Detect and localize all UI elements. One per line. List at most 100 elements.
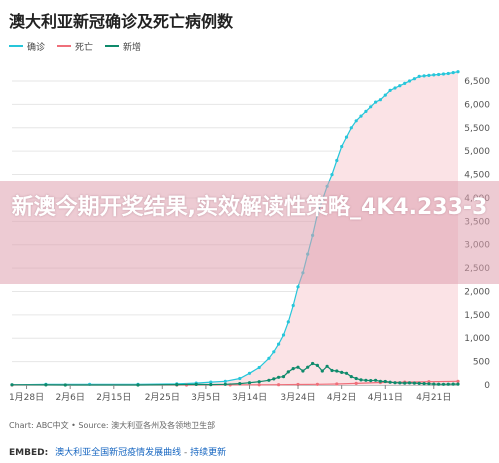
point-confirmed — [330, 173, 334, 177]
embed-label: EMBED: — [9, 448, 49, 458]
chart-source: Chart: ABC中文 • Source: 澳大利亚各州及各领地卫生部 — [9, 421, 216, 430]
y-tick-label: 1,000 — [464, 334, 490, 344]
x-tick-label: 4月21日 — [416, 392, 451, 403]
y-tick-label: 5,000 — [464, 147, 490, 157]
point-deaths — [354, 381, 358, 385]
point-confirmed — [403, 81, 407, 85]
point-new — [393, 381, 397, 385]
point-confirmed — [223, 379, 227, 383]
legend-swatch-confirmed — [9, 45, 23, 47]
point-confirmed — [378, 98, 382, 102]
point-confirmed — [422, 74, 426, 78]
point-new — [359, 378, 363, 382]
point-new — [441, 382, 446, 386]
embed-bar: EMBED: 澳大利亚全国新冠疫情发展曲线 - 持续更新 — [9, 445, 226, 458]
point-confirmed — [412, 77, 416, 81]
point-new — [344, 371, 349, 375]
point-confirmed — [209, 380, 213, 384]
y-tick-label: 500 — [473, 358, 490, 368]
point-new — [364, 378, 368, 382]
point-new — [437, 382, 441, 386]
x-tick-label: 3月24日 — [280, 392, 315, 403]
point-confirmed — [247, 371, 252, 375]
embed-suffix-link[interactable]: 持续更新 — [190, 448, 227, 458]
y-tick-label: 5,500 — [464, 124, 490, 134]
x-tick-label: 4月11日 — [368, 392, 403, 403]
point-new — [451, 382, 455, 386]
point-confirmed — [340, 144, 344, 149]
point-confirmed — [267, 356, 271, 360]
point-confirmed — [407, 79, 412, 83]
point-new — [349, 375, 353, 379]
point-new — [369, 379, 373, 383]
point-new — [136, 383, 140, 387]
point-new — [194, 382, 198, 386]
point-new — [330, 368, 334, 373]
point-new — [354, 376, 358, 381]
point-new — [63, 383, 67, 387]
legend-item-confirmed[interactable]: 确诊 — [9, 40, 45, 53]
point-new — [325, 364, 329, 368]
point-confirmed — [238, 376, 242, 381]
point-confirmed — [344, 135, 349, 139]
x-tick-label: 2月25日 — [145, 392, 180, 403]
legend-item-deaths[interactable]: 死亡 — [57, 40, 93, 53]
embed-separator: - — [183, 448, 191, 458]
point-new — [311, 361, 315, 366]
point-new — [383, 379, 387, 384]
embed-link[interactable]: 澳大利亚全国新冠疫情发展曲线 — [55, 448, 182, 458]
point-new — [238, 382, 242, 386]
point-new — [315, 363, 319, 367]
point-deaths — [257, 383, 261, 387]
point-confirmed — [437, 72, 441, 77]
chart-title: 澳大利亚新冠确诊及死亡病例数 — [9, 12, 234, 31]
point-new — [388, 380, 392, 384]
point-new — [223, 382, 227, 386]
point-confirmed — [398, 84, 402, 88]
point-confirmed — [354, 119, 358, 123]
x-tick-label: 2月15日 — [96, 392, 131, 403]
y-tick-label: 1,500 — [464, 311, 490, 321]
legend-swatch-new — [105, 45, 120, 47]
point-new — [277, 375, 281, 379]
point-confirmed — [296, 285, 300, 289]
legend-label-deaths: 死亡 — [75, 42, 94, 53]
point-new — [257, 380, 261, 384]
x-tick-label: 3月5日 — [191, 392, 220, 403]
point-new — [291, 367, 295, 371]
point-new — [340, 370, 344, 374]
y-tick-label: 0 — [484, 381, 490, 391]
point-confirmed — [374, 100, 378, 104]
point-new — [301, 369, 305, 373]
point-confirmed — [335, 158, 339, 163]
watermark-band — [0, 181, 499, 284]
legend-item-new[interactable]: 新增 — [105, 40, 141, 53]
point-confirmed — [257, 365, 261, 370]
point-new — [10, 383, 14, 387]
confirmed-area — [12, 71, 458, 385]
point-confirmed — [272, 350, 276, 354]
point-confirmed — [359, 114, 363, 118]
point-confirmed — [369, 105, 373, 109]
point-confirmed — [456, 70, 460, 74]
point-deaths — [277, 383, 281, 387]
x-tick-label: 1月28日 — [9, 392, 44, 403]
point-new — [432, 382, 436, 386]
point-confirmed — [417, 74, 421, 78]
point-confirmed — [451, 71, 455, 75]
point-new — [175, 383, 179, 387]
point-confirmed — [446, 71, 450, 76]
point-new — [427, 382, 431, 386]
point-confirmed — [291, 303, 295, 308]
point-confirmed — [277, 342, 281, 346]
point-new — [422, 382, 426, 386]
point-confirmed — [393, 86, 397, 90]
point-new — [398, 381, 402, 385]
point-new — [407, 381, 412, 385]
point-new — [374, 378, 378, 382]
point-new — [281, 375, 286, 379]
watermark-text: 新澳今期开奖结果,实效解读性策略_4K4.233-3 — [11, 195, 488, 220]
point-new — [335, 369, 339, 373]
x-tick-label: 2月6日 — [55, 392, 84, 403]
point-confirmed — [441, 72, 446, 76]
